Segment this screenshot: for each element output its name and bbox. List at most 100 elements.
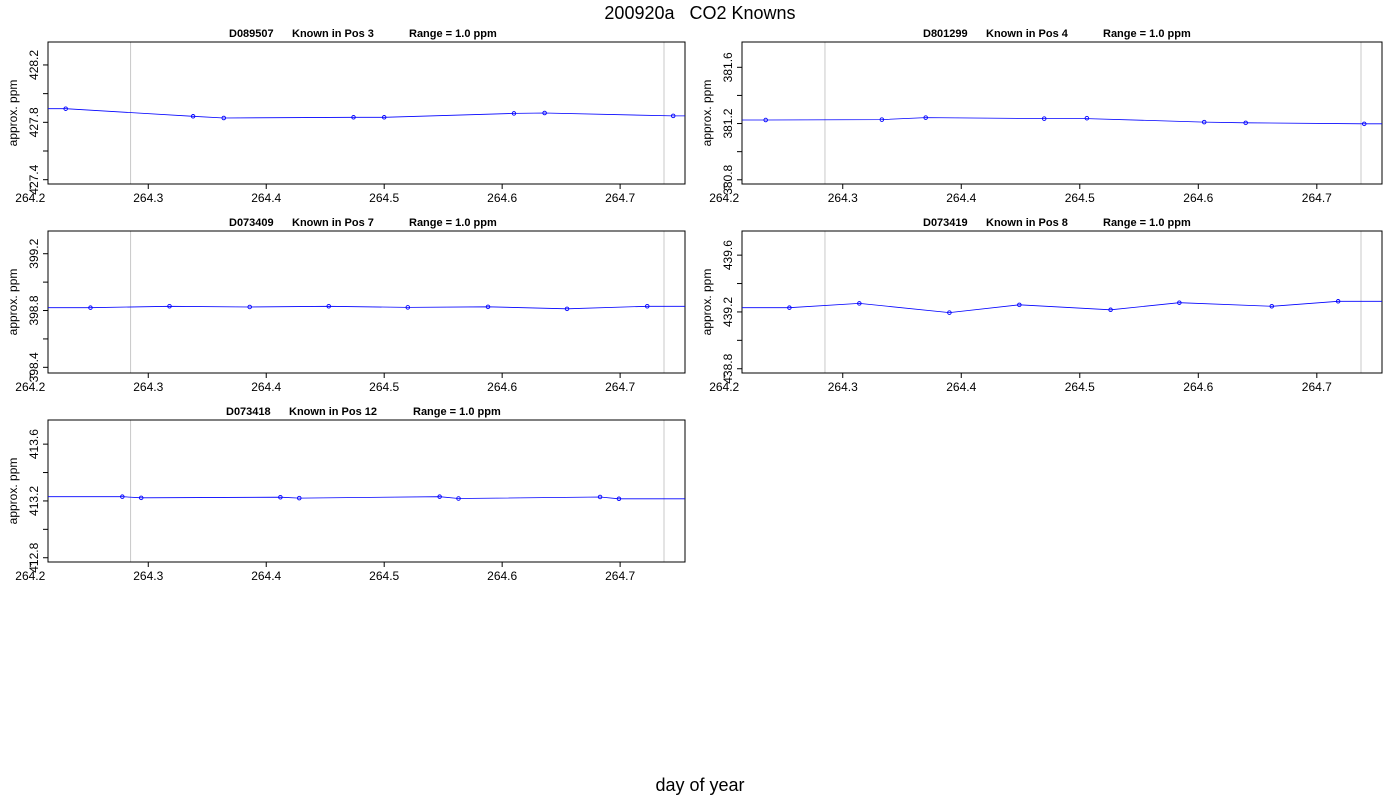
- data-point: [597, 494, 603, 500]
- x-tick-label: 264.7: [605, 569, 635, 583]
- x-tick-label: 264.3: [828, 380, 858, 394]
- y-tick-label: 413.2: [27, 486, 41, 516]
- panel-title-part: Known in Pos 8: [986, 217, 1068, 229]
- data-point: [542, 110, 547, 116]
- x-tick-label: 264.3: [133, 380, 163, 394]
- panel-title-part: D801299: [923, 28, 968, 40]
- x-tick-label: 264.4: [946, 191, 976, 205]
- x-tick-label: 264.2: [15, 569, 45, 583]
- data-point: [351, 115, 356, 120]
- plot-frame: [47, 41, 686, 185]
- data-point: [564, 306, 570, 312]
- data-point: [381, 115, 387, 120]
- series-line: [742, 117, 1382, 125]
- data-point: [511, 111, 517, 116]
- x-tick-label: 264.7: [605, 380, 635, 394]
- data-point: [616, 496, 622, 502]
- series-line: [48, 305, 685, 310]
- panel-title-part: Range = 1.0 ppm: [409, 28, 497, 40]
- data-point: [1041, 116, 1047, 121]
- data-point: [947, 310, 952, 315]
- y-tick-label: 438.8: [721, 353, 735, 383]
- y-tick-label: 399.2: [27, 238, 41, 268]
- data-point: [923, 115, 928, 120]
- panel-title-part: Known in Pos 12: [289, 406, 377, 418]
- data-point: [437, 494, 442, 499]
- panel-d073419: D073419 Known in Pos 8 Range = 1.0 ppm 264.…: [700, 217, 1383, 394]
- data-point: [1177, 300, 1182, 305]
- panel-title-part: D073418: [226, 406, 271, 418]
- series-line: [742, 300, 1382, 314]
- data-point: [190, 114, 196, 119]
- y-tick-label: 380.8: [721, 164, 735, 194]
- y-tick-label: 439.6: [721, 240, 735, 270]
- panel-title-part: Range = 1.0 ppm: [409, 217, 497, 229]
- x-tick-label: 264.6: [1183, 191, 1213, 205]
- data-point: [1335, 299, 1341, 304]
- panel-title-part: Range = 1.0 ppm: [1103, 28, 1191, 40]
- panel-title-part: Range = 1.0 ppm: [413, 406, 501, 418]
- x-tick-label: 264.6: [1183, 380, 1213, 394]
- data-point: [1201, 119, 1207, 125]
- plot-frame: [741, 230, 1383, 374]
- figure-title: 200920a CO2 Knowns: [604, 3, 796, 23]
- panel-d073418: D073418 Known in Pos 12 Range = 1.0 ppm 264…: [6, 406, 686, 583]
- x-tick-label: 264.6: [487, 569, 517, 583]
- x-tick-label: 264.5: [1065, 380, 1095, 394]
- y-tick-label: 427.8: [27, 107, 41, 137]
- x-tick-label: 264.3: [133, 191, 163, 205]
- data-point: [1017, 302, 1022, 308]
- data-point: [297, 495, 302, 501]
- x-tick-label: 264.7: [1302, 191, 1332, 205]
- panel-title-part: Known in Pos 7: [292, 217, 374, 229]
- data-point: [857, 301, 862, 306]
- y-tick-label: 381.2: [721, 108, 735, 138]
- x-tick-label: 264.4: [251, 191, 281, 205]
- panel-title-part: Known in Pos 3: [292, 28, 374, 40]
- panel-title-part: D073419: [923, 217, 968, 229]
- series-line: [48, 108, 685, 119]
- x-tick-label: 264.5: [369, 380, 399, 394]
- data-point: [763, 117, 768, 123]
- y-axis-title: approx. ppm: [6, 269, 20, 336]
- x-tick-label: 264.4: [251, 569, 281, 583]
- y-tick-label: 428.2: [27, 50, 41, 80]
- data-point: [405, 305, 411, 310]
- panel-d089507: D089507 Known in Pos 3 Range = 1.0 ppm 264.…: [6, 28, 686, 205]
- x-tick-label: 264.7: [605, 191, 635, 205]
- data-point: [1269, 304, 1275, 309]
- data-point: [1243, 120, 1248, 126]
- y-axis-title: approx. ppm: [700, 269, 714, 336]
- y-axis-title: approx. ppm: [700, 80, 714, 147]
- y-tick-label: 427.4: [27, 164, 41, 194]
- x-tick-label: 264.6: [487, 191, 517, 205]
- panel-title-part: Range = 1.0 ppm: [1103, 217, 1191, 229]
- y-axis-title: approx. ppm: [6, 80, 20, 147]
- data-point: [138, 495, 144, 501]
- x-tick-label: 264.5: [1065, 191, 1095, 205]
- data-point: [221, 115, 227, 121]
- x-tick-label: 264.5: [369, 569, 399, 583]
- x-tick-label: 264.3: [828, 191, 858, 205]
- plot-frame: [741, 41, 1383, 185]
- x-tick-label: 264.2: [15, 191, 45, 205]
- y-tick-label: 381.6: [721, 52, 735, 82]
- x-tick-label: 264.4: [251, 380, 281, 394]
- x-tick-label: 264.2: [709, 191, 739, 205]
- panel-title-part: D073409: [229, 217, 274, 229]
- panel-title-part: D089507: [229, 28, 274, 40]
- data-point: [1108, 307, 1113, 313]
- data-point: [167, 304, 172, 309]
- panel-title-part: Known in Pos 4: [986, 28, 1069, 40]
- x-tick-label: 264.6: [487, 380, 517, 394]
- data-point: [787, 305, 792, 310]
- data-point: [120, 494, 125, 499]
- x-tick-label: 264.5: [369, 191, 399, 205]
- panel-d801299: D801299 Known in Pos 4 Range = 1.0 ppm 264.…: [700, 28, 1383, 205]
- plot-frame: [47, 230, 686, 374]
- data-point: [670, 113, 676, 119]
- x-tick-label: 264.7: [1302, 380, 1332, 394]
- data-point: [88, 305, 93, 310]
- panel-d073409: D073409 Known in Pos 7 Range = 1.0 ppm 264.…: [6, 217, 686, 394]
- x-tick-label: 264.2: [709, 380, 739, 394]
